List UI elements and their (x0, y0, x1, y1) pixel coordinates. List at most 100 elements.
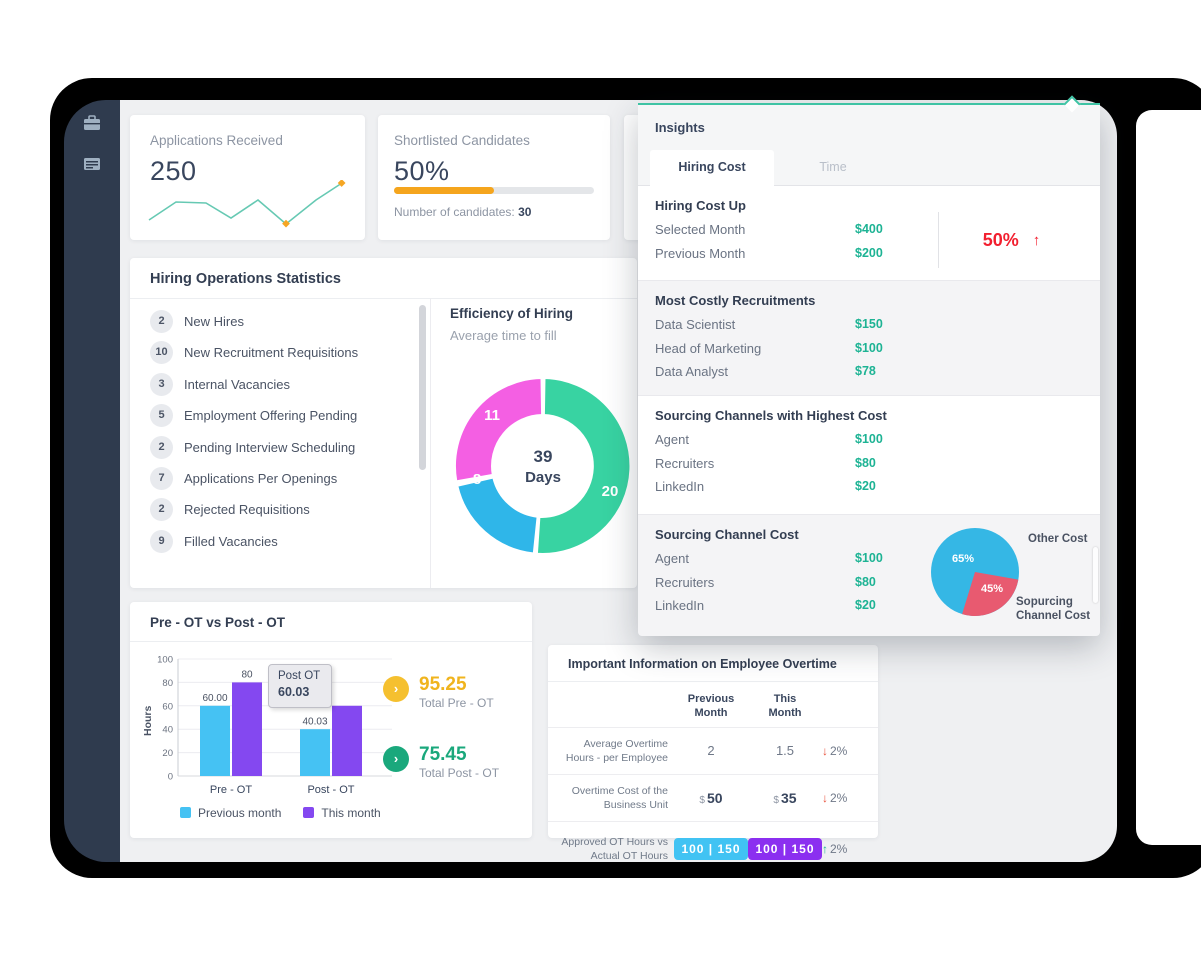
insight-row: Recruiters $80 (655, 574, 876, 590)
svg-text:45%: 45% (981, 583, 1003, 595)
bar-post-previous (300, 729, 330, 776)
overtime-table: Previous Month This Month (548, 682, 878, 727)
stat-label: Applications Per Openings (184, 470, 338, 486)
pie-slice-sourcing-cost (962, 572, 1019, 617)
hiring-stats-title: Hiring Operations Statistics (130, 258, 637, 299)
donut-segment-blue (456, 476, 539, 555)
ot-hours-badge-previous: 100 | 150 (674, 838, 748, 861)
hiring-stats-card: Hiring Operations Statistics 2 New Hires … (130, 258, 637, 588)
table-row: Approved OT Hours vs Actual OT Hours 100… (548, 821, 878, 876)
insight-row: Data Analyst $78 (655, 364, 876, 379)
insight-row: Agent $100 (655, 551, 883, 566)
svg-text:Hours: Hours (142, 706, 154, 736)
overtime-title: Important Information on Employee Overti… (548, 645, 878, 682)
briefcase-icon[interactable] (83, 115, 101, 133)
stat-label: Filled Vacancies (184, 533, 278, 549)
svg-text:Days: Days (525, 469, 561, 486)
kpi-card-applications: Applications Received 250 (130, 115, 365, 240)
stat-label: Rejected Requisitions (184, 502, 310, 518)
insight-row: LinkedIn $20 (655, 479, 876, 494)
insight-row: Selected Month $400 (655, 222, 883, 237)
hiring-stats-list: 2 New Hires 10 New Recruitment Requisition… (150, 310, 410, 561)
tab-time[interactable]: Time (819, 160, 847, 174)
list-item: 7 Applications Per Openings (150, 466, 410, 498)
preot-legend: Previous month This month (180, 806, 381, 820)
list-item: 10 New Recruitment Requisitions (150, 341, 410, 372)
insight-row: Recruiters $80 (655, 455, 876, 471)
kpi-shortlisted-caption: Number of candidates: 30 (394, 205, 532, 219)
svg-text:0: 0 (168, 772, 173, 783)
table-row: Average Overtime Hours - per Employee 2 … (548, 726, 878, 774)
arrow-up-icon: ↑ (1032, 231, 1041, 249)
insight-row: LinkedIn $20 (655, 598, 876, 613)
svg-text:100: 100 (157, 655, 173, 666)
svg-text:65%: 65% (952, 553, 974, 565)
chevron-right-icon[interactable]: › (383, 746, 409, 772)
section-most-costly: Most Costly Recruitments Data Scientist $… (638, 280, 1100, 396)
stat-count-badge: 2 (150, 435, 173, 459)
insights-tabbar: Hiring Cost Time (638, 150, 1100, 187)
svg-text:40: 40 (162, 725, 173, 736)
stat-label: Pending Interview Scheduling (184, 439, 356, 455)
insight-row: Previous Month $200 (655, 245, 883, 261)
stat-label: Internal Vacancies (184, 376, 290, 392)
stats-scrollbar[interactable] (419, 305, 426, 470)
bar-post-this (332, 705, 362, 776)
total-pre-ot: › 95.25 Total Pre - OT (383, 674, 494, 710)
chart-tooltip: Post OT 60.03 (268, 664, 332, 708)
sidebar (64, 100, 120, 862)
sourcing-cost-pie-area: 65% 45% Other Cost Sopurcing Channel Cos… (914, 518, 1100, 635)
sourcing-cost-pie-chart: 65% 45% (931, 528, 1019, 617)
legend-previous-month[interactable]: Previous month (180, 806, 281, 820)
arrow-down-icon: ↓ (822, 743, 828, 758)
insights-title: Insights (638, 105, 1100, 150)
donut-segment-green (535, 376, 632, 555)
svg-text:20: 20 (162, 748, 173, 759)
divider (430, 298, 431, 588)
list-item: 9 Filled Vacancies (150, 529, 410, 561)
shortlisted-progress-bar (394, 187, 594, 194)
svg-text:60: 60 (162, 701, 173, 712)
stat-count-badge: 3 (150, 372, 173, 396)
card-icon[interactable] (83, 155, 101, 173)
table-row: Overtime Cost of the Business Unit $50 $… (548, 773, 878, 821)
svg-text:80: 80 (162, 678, 173, 689)
section-hiring-cost-up: Hiring Cost Up Selected Month $400 Previo… (638, 186, 1100, 280)
legend-this-month[interactable]: This month (303, 806, 381, 820)
insight-row: Agent $100 (655, 432, 883, 447)
column-header: This Month (768, 693, 802, 720)
section-sourcing-cost: Sourcing Channel Cost Agent $100 Recruite… (638, 514, 1100, 636)
svg-text:20: 20 (602, 483, 619, 500)
stat-label: Employment Offering Pending (184, 408, 358, 424)
section-sourcing-highest: Sourcing Channels with Highest Cost Agen… (638, 396, 1100, 514)
insights-scrollbar[interactable] (1093, 547, 1098, 603)
tab-hiring-cost[interactable]: Hiring Cost (650, 150, 774, 187)
list-item: 3 Internal Vacancies (150, 372, 410, 404)
svg-text:Pre - OT: Pre - OT (210, 784, 252, 796)
svg-text:60.00: 60.00 (202, 693, 227, 704)
stat-count-badge: 9 (150, 529, 173, 553)
svg-text:40.03: 40.03 (302, 717, 327, 728)
preot-bar-chart: 100 80 60 40 20 0 Hours 60.00 80 40.03 P… (142, 655, 392, 796)
efficiency-donut-chart: 11 8 20 39 Days (453, 376, 632, 555)
stat-count-badge: 10 (150, 341, 173, 365)
arrow-down-icon: ↓ (822, 791, 828, 806)
kpi-applications-value: 250 (150, 156, 197, 186)
section-title: Sourcing Channel Cost (655, 527, 799, 542)
chevron-right-icon[interactable]: › (383, 676, 409, 702)
stat-label: New Hires (184, 314, 244, 329)
svg-text:Post - OT: Post - OT (307, 784, 354, 796)
section-title: Sourcing Channels with Highest Cost (655, 408, 887, 423)
kpi-shortlisted-value: 50% (394, 156, 450, 186)
right-edge-panel (1136, 110, 1201, 845)
preot-card: Pre - OT vs Post - OT 100 80 60 40 20 0 … (130, 602, 532, 838)
bar-pre-previous (200, 705, 230, 776)
stat-label: New Recruitment Requisitions (184, 345, 359, 361)
hiring-cost-change: 50% ↑ (938, 212, 1084, 268)
insight-row: Data Scientist $150 (655, 317, 883, 332)
pie-label-other-cost: Other Cost (1028, 533, 1088, 545)
stat-count-badge: 2 (150, 310, 173, 333)
svg-text:8: 8 (473, 471, 481, 488)
kpi-card-shortlisted: Shortlisted Candidates 50% Number of can… (378, 115, 610, 240)
insight-row: Head of Marketing $100 (655, 340, 883, 356)
